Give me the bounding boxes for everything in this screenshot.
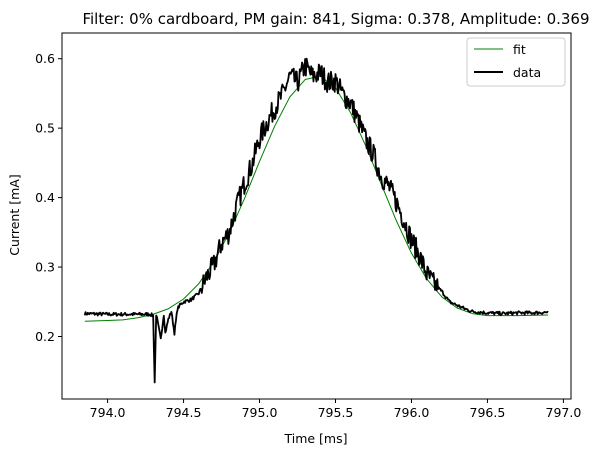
x-tick-label: 795.0 [242, 405, 278, 420]
legend: fit data [466, 37, 566, 87]
y-tick-label: 0.2 [35, 329, 55, 344]
legend-data-label: data [513, 65, 541, 80]
y-axis-label: Current [mA] [7, 174, 22, 255]
axes-frame [61, 32, 572, 400]
x-tick-label: 794.5 [166, 405, 202, 420]
x-tick-label: 797.0 [546, 405, 582, 420]
legend-fit-label: fit [513, 42, 526, 57]
x-tick-label: 796.0 [394, 405, 430, 420]
legend-box [466, 37, 566, 87]
chart-title: Filter: 0% cardboard, PM gain: 841, Sigm… [82, 10, 589, 28]
x-tick-label: 795.5 [318, 405, 354, 420]
x-axis-label: Time [ms] [283, 431, 347, 446]
series-data-line [83, 57, 549, 384]
y-tick-label: 0.5 [35, 121, 55, 136]
x-tick-label: 796.5 [470, 405, 506, 420]
x-tick-label: 794.0 [90, 405, 126, 420]
y-tick-label: 0.6 [35, 51, 55, 66]
y-tick-label: 0.3 [35, 260, 55, 275]
y-tick-label: 0.4 [35, 190, 55, 205]
